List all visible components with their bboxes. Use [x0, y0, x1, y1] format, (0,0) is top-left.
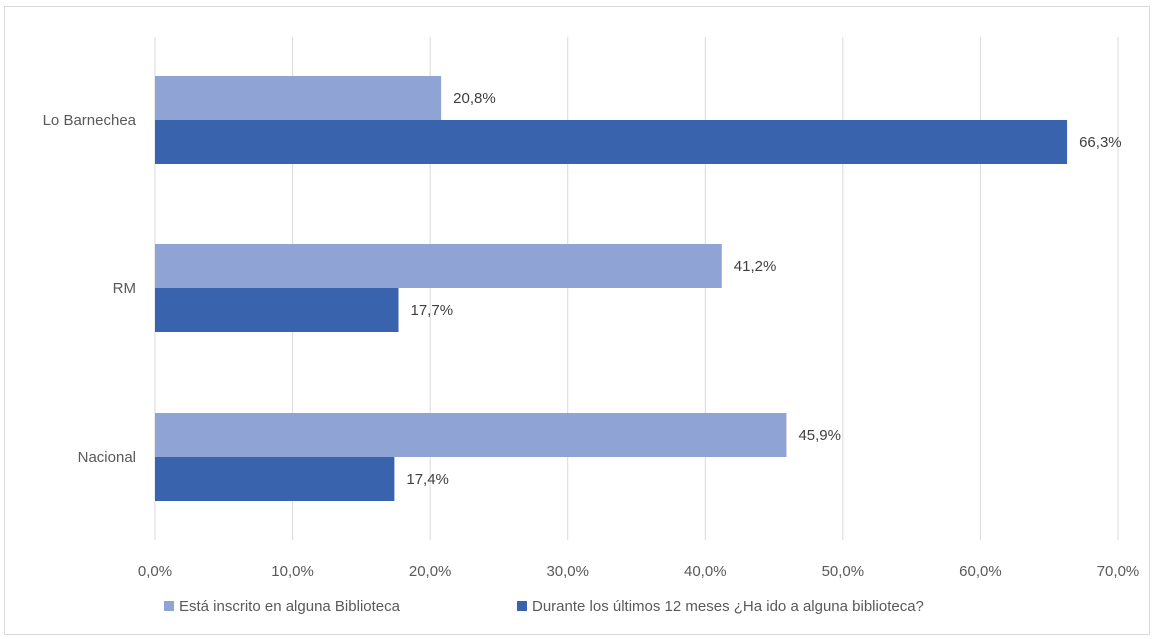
legend-label: Está inscrito en alguna Biblioteca [179, 598, 401, 615]
category-label: RM [113, 280, 136, 297]
legend: Está inscrito en alguna Biblioteca Durant… [164, 598, 924, 615]
data-label: 45,9% [798, 427, 841, 444]
x-tick-label: 40,0% [684, 563, 727, 580]
data-label: 17,4% [406, 471, 449, 488]
category-label: Lo Barnechea [43, 112, 137, 129]
bar [155, 457, 395, 501]
bar [155, 120, 1068, 164]
x-tick-label: 30,0% [546, 563, 589, 580]
category-label: Nacional [78, 449, 136, 466]
bar [155, 244, 722, 288]
legend-label: Durante los últimos 12 meses ¿Ha ido a a… [532, 598, 924, 615]
data-label: 17,7% [411, 302, 454, 319]
bar [155, 413, 787, 457]
x-tick-label: 50,0% [822, 563, 865, 580]
data-label: 66,3% [1079, 134, 1122, 151]
bar [155, 76, 442, 120]
legend-swatch [164, 601, 174, 611]
data-label: 41,2% [734, 258, 777, 275]
x-tick-label: 10,0% [271, 563, 314, 580]
data-label: 20,8% [453, 90, 496, 107]
x-tick-label: 60,0% [959, 563, 1002, 580]
labels: 0,0% 10,0% 20,0% 30,0% 40,0% 50,0% 60,0% 70,0% L… [43, 90, 1140, 580]
x-tick-label: 70,0% [1097, 563, 1140, 580]
bars [155, 76, 1068, 501]
legend-swatch [517, 601, 527, 611]
x-tick-label: 0,0% [138, 563, 172, 580]
bar [155, 288, 399, 332]
x-tick-label: 20,0% [409, 563, 452, 580]
